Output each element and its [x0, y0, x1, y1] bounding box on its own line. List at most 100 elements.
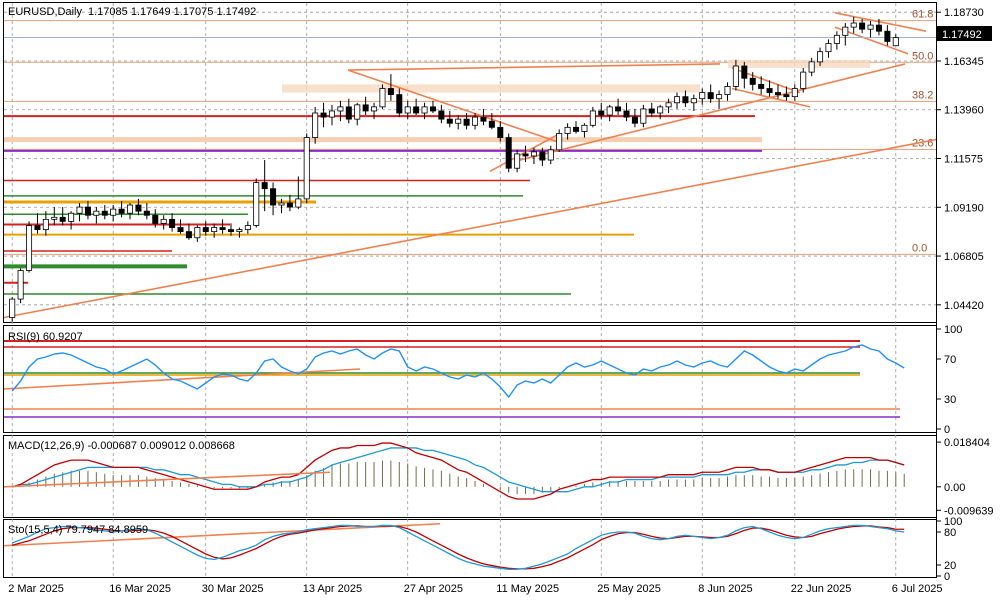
trendline	[519, 63, 906, 161]
stoch-d-line	[12, 525, 905, 570]
candle-body	[573, 126, 580, 132]
rsi-tick-label: 100	[944, 324, 962, 336]
candle-body	[859, 22, 866, 30]
candle-body	[707, 92, 714, 100]
candle-body	[648, 108, 655, 114]
rsi-trendline	[3, 368, 361, 390]
price-zone	[728, 59, 870, 69]
candle-body	[236, 229, 243, 233]
candle-body	[219, 227, 226, 230]
rsi-label: RSI(9) 60.9207	[8, 331, 83, 343]
candle-body	[253, 182, 260, 226]
x-tick-label: 16 Mar 2025	[109, 583, 171, 595]
candle-body	[741, 65, 748, 79]
candle-body	[185, 231, 192, 239]
candle-body	[261, 182, 268, 190]
candle-body	[345, 106, 352, 120]
macd-tick-label: -0.009639	[944, 505, 994, 517]
rsi-tick-label: 30	[944, 394, 956, 406]
candle-body	[833, 34, 840, 44]
candle-body	[505, 137, 512, 169]
stoch-label: Sto(15,5,4) 79.7947 84.8959	[8, 524, 148, 536]
candle-body	[690, 98, 697, 104]
candle-body	[76, 206, 83, 214]
candle-body	[808, 61, 815, 73]
candle-body	[438, 110, 445, 120]
candle-body	[84, 206, 91, 216]
stoch-tick-label: 80	[944, 527, 956, 539]
ohlc-header: 1.17085 1.17649 1.17075 1.17492	[88, 6, 256, 18]
candle-body	[472, 116, 479, 126]
candle-body	[194, 227, 201, 239]
candle-body	[101, 210, 108, 216]
candle-body	[211, 227, 218, 233]
candle-body	[800, 71, 807, 89]
candle-body	[429, 106, 436, 112]
candle-body	[581, 124, 588, 132]
fib-level-label: 0.0	[912, 242, 927, 254]
stoch-tick-label: 0	[944, 571, 950, 583]
candle-body	[227, 229, 235, 233]
candle-body	[303, 137, 310, 200]
candle-body	[589, 110, 596, 126]
x-tick-label: 8 Jun 2025	[698, 583, 752, 595]
candle-body	[774, 92, 781, 96]
candle-body	[514, 153, 521, 169]
trendline	[834, 12, 927, 33]
x-tick-label: 13 Apr 2025	[303, 583, 362, 595]
price-panel-frame	[3, 2, 937, 323]
candle-body	[673, 96, 681, 104]
candle-body	[143, 210, 150, 216]
candle-body	[110, 208, 117, 216]
candle-body	[446, 118, 453, 124]
candle-body	[396, 94, 403, 114]
candle-body	[480, 116, 487, 122]
y-tick-label: 1.18730	[944, 7, 984, 19]
trendline	[347, 69, 561, 144]
x-tick-label: 22 Jun 2025	[791, 583, 852, 595]
candle-body	[875, 24, 882, 32]
candle-body	[26, 225, 33, 271]
current-price-value: 1.17492	[942, 29, 982, 41]
candle-body	[59, 216, 66, 222]
rsi-line	[11, 344, 905, 399]
candle-body	[160, 218, 167, 224]
candle-body	[547, 149, 554, 161]
current-price-tag	[937, 26, 992, 41]
candle-body	[850, 22, 857, 28]
candle-body	[716, 94, 723, 100]
candle-body	[17, 270, 24, 300]
candle-body	[413, 106, 420, 114]
macd-label: MACD(12,26,9) -0.000687 0.009012 0.00866…	[8, 440, 235, 452]
y-tick-label: 1.11575	[944, 154, 983, 166]
stoch-k-line	[11, 524, 905, 571]
candle-body	[177, 227, 184, 233]
stoch-tick-label: 100	[944, 516, 962, 528]
macd-indicator: 0.018404 0.00 -0.009639	[3, 437, 994, 517]
candle-body	[791, 88, 798, 98]
x-tick-label: 27 Apr 2025	[404, 583, 463, 595]
candle-body	[539, 151, 546, 161]
candle-body	[724, 86, 731, 96]
rsi-tick-label: 70	[944, 354, 956, 366]
candle-body	[758, 83, 765, 89]
candle-body	[640, 108, 647, 124]
candle-body	[556, 133, 563, 151]
symbol-label: EURUSD,Daily	[8, 6, 82, 18]
candle-body	[404, 106, 411, 114]
x-tick-label: 30 Mar 2025	[202, 583, 264, 595]
candle-body	[749, 77, 756, 85]
candle-body	[278, 202, 285, 206]
candlesticks	[9, 16, 899, 322]
candle-body	[631, 116, 638, 124]
candle-body	[244, 225, 251, 230]
trendline	[489, 132, 561, 172]
candle-body	[118, 208, 125, 214]
candle-body	[598, 110, 605, 116]
candle-body	[530, 151, 537, 157]
candle-body	[884, 30, 891, 42]
macd-tick-label: 0.018404	[944, 437, 990, 449]
macd-trendline	[3, 471, 331, 488]
candle-body	[732, 65, 739, 87]
candle-body	[867, 24, 874, 30]
